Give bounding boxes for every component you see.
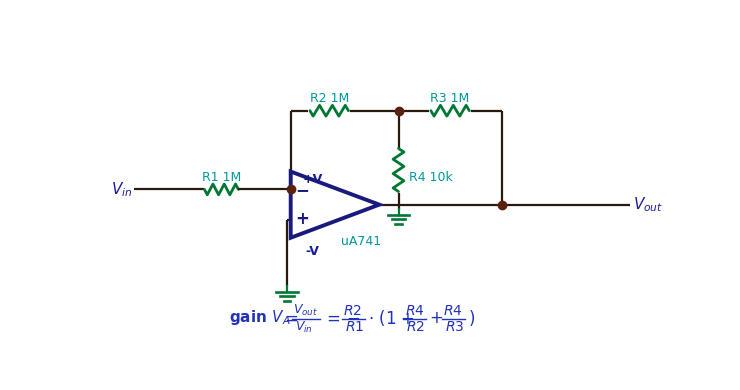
Text: $R2$: $R2$ [406,320,426,334]
Text: −: − [295,181,309,199]
Text: $R1$: $R1$ [345,320,364,334]
Text: $=$: $=$ [281,309,299,327]
Text: +V: +V [302,173,323,186]
Text: $\cdot$ (1 +: $\cdot$ (1 + [368,308,414,328]
Text: $R4$: $R4$ [443,304,462,318]
Text: $V_{in}$: $V_{in}$ [111,180,132,199]
Text: R2 1M: R2 1M [309,92,349,105]
Text: $= -$: $= -$ [323,309,361,327]
Text: uA741: uA741 [340,235,381,248]
Text: $+$: $+$ [429,309,443,327]
Text: $V_{out}$: $V_{out}$ [293,303,318,319]
Text: $)$: $)$ [468,308,475,328]
Text: $V_{in}$: $V_{in}$ [295,319,312,335]
Text: $V_{out}$: $V_{out}$ [633,195,664,214]
Text: gain $V_A$: gain $V_A$ [229,308,291,327]
Text: $R3$: $R3$ [445,320,464,334]
Text: -V: -V [306,245,319,258]
Text: +: + [295,210,309,228]
Text: R3 1M: R3 1M [431,92,470,105]
Text: $R4$: $R4$ [405,304,424,318]
Text: $R2$: $R2$ [343,304,362,318]
Text: R1 1M: R1 1M [202,170,241,184]
Text: R4 10k: R4 10k [409,171,453,184]
